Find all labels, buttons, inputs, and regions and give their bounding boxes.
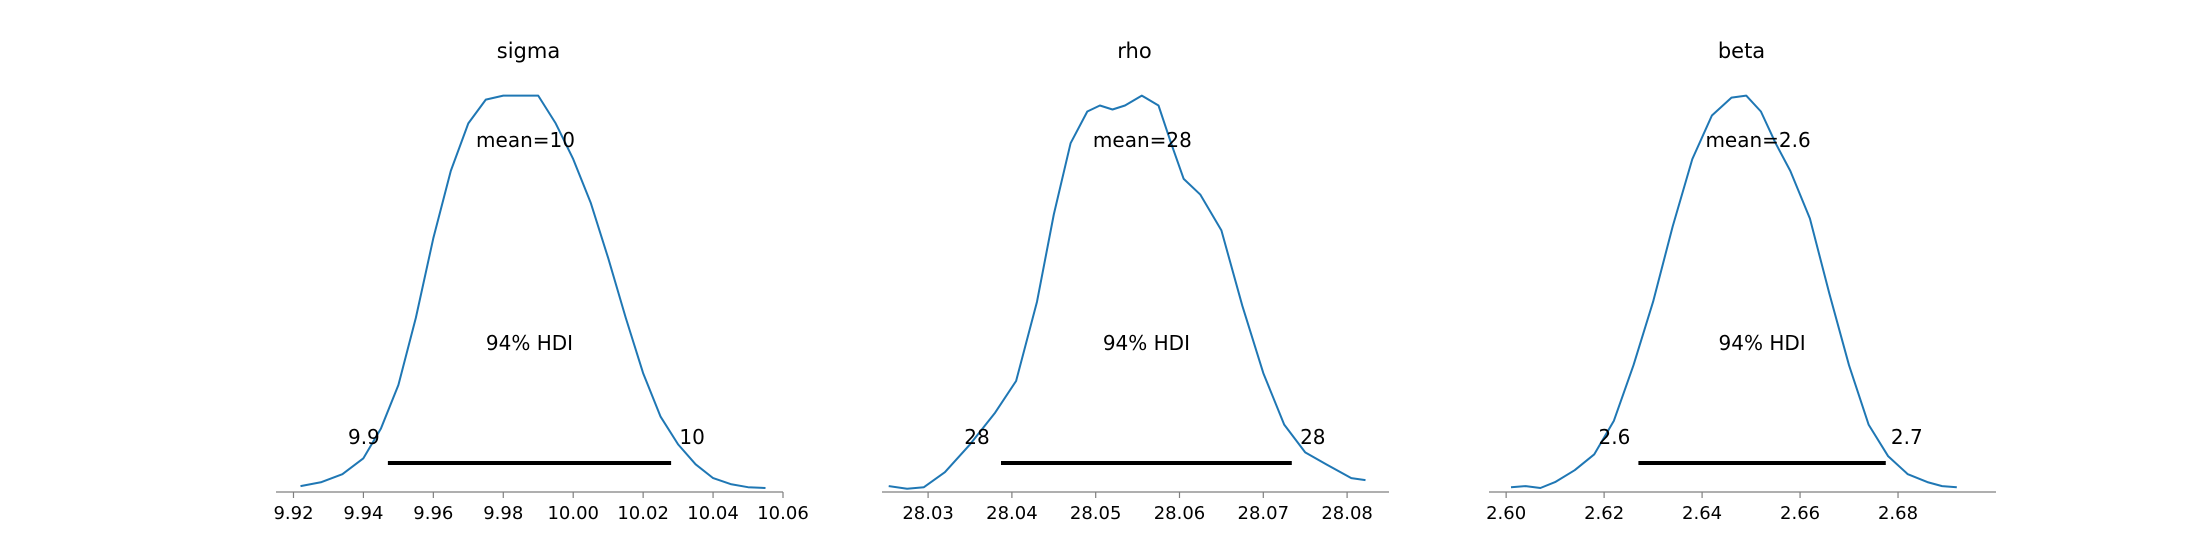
x-tick-label: 9.96 (413, 503, 453, 524)
hdi-lower-label: 2.6 (1598, 425, 1630, 449)
density-curve (888, 94, 1366, 490)
hdi-label: 94% HDI (1719, 331, 1806, 355)
x-tick-label: 28.08 (1321, 503, 1373, 524)
x-tick-label: 10.06 (757, 503, 809, 524)
x-tick-label: 28.05 (1070, 503, 1122, 524)
x-tick-label: 28.04 (986, 503, 1038, 524)
density-curve (300, 94, 766, 489)
mean-label: mean=10 (476, 128, 575, 152)
hdi-upper-label: 28 (1300, 425, 1325, 449)
mean-label: mean=2.6 (1705, 128, 1810, 152)
x-tick-label: 10.00 (547, 503, 599, 524)
x-tick-label: 2.62 (1584, 503, 1624, 524)
hdi-upper-label: 10 (679, 425, 704, 449)
hdi-label: 94% HDI (1103, 331, 1190, 355)
x-tick-label: 28.03 (902, 503, 954, 524)
panel-sigma: 9.92 9.94 9.96 9.98 10.00 10.02 10.04 10.06 9.9 1… (273, 39, 808, 524)
panel-title: sigma (497, 39, 560, 63)
panel-rho: 28.03 28.04 28.05 28.06 28.07 28.08 28 28 94% HD… (882, 39, 1389, 524)
x-tick-label: 9.98 (483, 503, 523, 524)
mean-label: mean=28 (1093, 128, 1192, 152)
panel-beta: 2.60 2.62 2.64 2.66 2.68 2.6 2.7 94% HDI mean=2.… (1486, 39, 1996, 524)
panel-title: beta (1718, 39, 1765, 63)
x-tick-label: 9.94 (343, 503, 383, 524)
hdi-upper-label: 2.7 (1891, 425, 1923, 449)
panel-title: rho (1117, 39, 1151, 63)
x-tick-label: 2.68 (1878, 503, 1918, 524)
density-curve (1510, 94, 1957, 489)
x-tick-label: 2.66 (1780, 503, 1820, 524)
x-tick-label: 2.64 (1682, 503, 1722, 524)
x-tick-label: 10.02 (617, 503, 669, 524)
hdi-label: 94% HDI (486, 331, 573, 355)
hdi-lower-label: 9.9 (348, 425, 380, 449)
x-tick-label: 10.04 (687, 503, 739, 524)
x-tick-label: 28.06 (1154, 503, 1206, 524)
hdi-lower-label: 28 (964, 425, 989, 449)
x-tick-label: 9.92 (273, 503, 313, 524)
x-tick-label: 2.60 (1486, 503, 1526, 524)
x-tick-label: 28.07 (1238, 503, 1290, 524)
